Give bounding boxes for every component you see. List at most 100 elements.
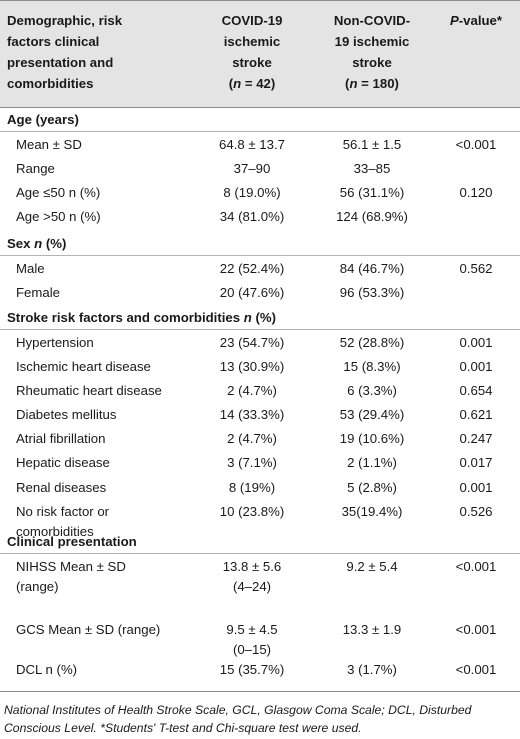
row-label: No risk factor or comorbidities (16, 502, 192, 542)
row-label: Male (16, 259, 192, 279)
noncovid-value-line: 35(19.4%) (341, 504, 403, 519)
covid-value: 8 (19.0%) (192, 183, 312, 203)
bottom-rule (0, 691, 520, 692)
row-label-line: Hepatic disease (16, 455, 110, 470)
row-label: DCL n (%) (16, 660, 192, 680)
noncovid-value-line: 13.3 ± 1.9 (342, 622, 402, 637)
covid-value: 64.8 ± 13.7 (192, 135, 312, 155)
noncovid-value: 56 (31.1%) (312, 183, 432, 203)
noncovid-value: 2 (1.1%) (312, 453, 432, 473)
covid-value: 2 (4.7%) (192, 429, 312, 449)
noncovid-value-line: 3 (1.7%) (347, 662, 397, 677)
noncovid-value-line: 19 (10.6%) (339, 431, 405, 446)
header-line: (n = 180) (345, 76, 399, 91)
header-line: Non-COVID- (333, 13, 411, 28)
p-value: 0.621 (459, 407, 493, 422)
covid-value: 9.5 ± 4.5 (0–15) (192, 620, 312, 660)
covid-value: 14 (33.3%) (192, 405, 312, 425)
noncovid-value-line: 52 (28.8%) (339, 335, 405, 350)
p-value: <0.001 (455, 137, 497, 152)
header-covid: COVID-19 ischemic stroke (n = 42) (192, 10, 312, 94)
row-label: Ischemic heart disease (16, 357, 192, 377)
row-label: Female (16, 283, 192, 303)
covid-value-line: 15 (35.7%) (219, 662, 285, 677)
p-value: 0.017 (459, 455, 493, 470)
covid-value: 13.8 ± 5.6 (4–24) (192, 557, 312, 597)
footnote-line: Conscious Level. *Students' T-test and C… (4, 721, 362, 735)
noncovid-value: 6 (3.3%) (312, 381, 432, 401)
row-label-line: Age ≤50 n (%) (16, 185, 101, 200)
covid-value: 23 (54.7%) (192, 333, 312, 353)
noncovid-value-line: 9.2 ± 5.4 (346, 559, 398, 574)
noncovid-value: 19 (10.6%) (312, 429, 432, 449)
p-value: 0.001 (459, 480, 493, 495)
row-label: Hepatic disease (16, 453, 192, 473)
covid-value-line: (4–24) (232, 579, 272, 594)
header-characteristic: Demographic, risk factors clinical prese… (7, 10, 192, 94)
covid-value-line: 8 (19.0%) (223, 185, 281, 200)
noncovid-value: 5 (2.8%) (312, 478, 432, 498)
row-label: Diabetes mellitus (16, 405, 192, 425)
covid-value-line: 10 (23.8%) (219, 504, 285, 519)
covid-value-line: 13.8 ± 5.6 (222, 559, 282, 574)
covid-value: 20 (47.6%) (192, 283, 312, 303)
header-line: Demographic, risk (7, 13, 123, 28)
noncovid-value-line: 84 (46.7%) (339, 261, 405, 276)
row-label-line: GCS Mean ± SD (range) (16, 622, 161, 637)
p-value: 0.526 (459, 504, 493, 519)
header-pvalue: P-value* (436, 10, 516, 31)
noncovid-value: 3 (1.7%) (312, 660, 432, 680)
row-label: Age ≤50 n (%) (16, 183, 192, 203)
row-label-line: Hypertension (16, 335, 94, 350)
row-label: Atrial fibrillation (16, 429, 192, 449)
covid-value: 10 (23.8%) (192, 502, 312, 522)
noncovid-value: 84 (46.7%) (312, 259, 432, 279)
noncovid-value-line: 56.1 ± 1.5 (342, 137, 402, 152)
header-line: ischemic (223, 34, 281, 49)
footnote-line: National Institutes of Health Stroke Sca… (4, 703, 472, 717)
row-label-line: Male (16, 261, 45, 276)
noncovid-value-line: 33–85 (353, 161, 391, 176)
section-title: Sex n (%) (0, 232, 520, 256)
covid-value: 2 (4.7%) (192, 381, 312, 401)
covid-value-line: (0–15) (232, 642, 272, 657)
noncovid-value-line: 53 (29.4%) (339, 407, 405, 422)
noncovid-value: 53 (29.4%) (312, 405, 432, 425)
covid-value-line: 3 (7.1%) (227, 455, 277, 470)
p-value: <0.001 (455, 662, 497, 677)
row-label: Renal diseases (16, 478, 192, 498)
row-label-line: Diabetes mellitus (16, 407, 117, 422)
noncovid-value: 35(19.4%) (312, 502, 432, 522)
covid-value: 13 (30.9%) (192, 357, 312, 377)
covid-value: 3 (7.1%) (192, 453, 312, 473)
covid-value: 8 (19%) (192, 478, 312, 498)
row-label-line: Atrial fibrillation (16, 431, 106, 446)
row-label: Rheumatic heart disease (16, 381, 192, 401)
covid-value-line: 64.8 ± 13.7 (219, 137, 285, 152)
header-noncovid: Non-COVID- 19 ischemic stroke (n = 180) (312, 10, 432, 94)
covid-value-line: 2 (4.7%) (227, 383, 277, 398)
row-label: Range (16, 159, 192, 179)
noncovid-value: 15 (8.3%) (312, 357, 432, 377)
noncovid-value: 124 (68.9%) (312, 207, 432, 227)
covid-value-line: 37–90 (233, 161, 271, 176)
covid-value-line: 8 (19%) (228, 480, 276, 495)
noncovid-value-line: 56 (31.1%) (339, 185, 405, 200)
section-title: Clinical presentation (0, 530, 520, 554)
noncovid-value-line: 15 (8.3%) (343, 359, 401, 374)
noncovid-value: 33–85 (312, 159, 432, 179)
covid-value-line: 20 (47.6%) (219, 285, 285, 300)
covid-value: 37–90 (192, 159, 312, 179)
row-label-line: (range) (16, 579, 59, 594)
row-label: Mean ± SD (16, 135, 192, 155)
row-label-line: Range (16, 161, 55, 176)
row-label-line: Age >50 n (%) (16, 209, 101, 224)
noncovid-value: 96 (53.3%) (312, 283, 432, 303)
row-label-line: DCL n (%) (16, 662, 78, 677)
covid-value-line: 14 (33.3%) (219, 407, 285, 422)
noncovid-value: 56.1 ± 1.5 (312, 135, 432, 155)
p-value: 0.001 (459, 359, 493, 374)
header-line: 19 ischemic (334, 34, 410, 49)
covid-value: 34 (81.0%) (192, 207, 312, 227)
